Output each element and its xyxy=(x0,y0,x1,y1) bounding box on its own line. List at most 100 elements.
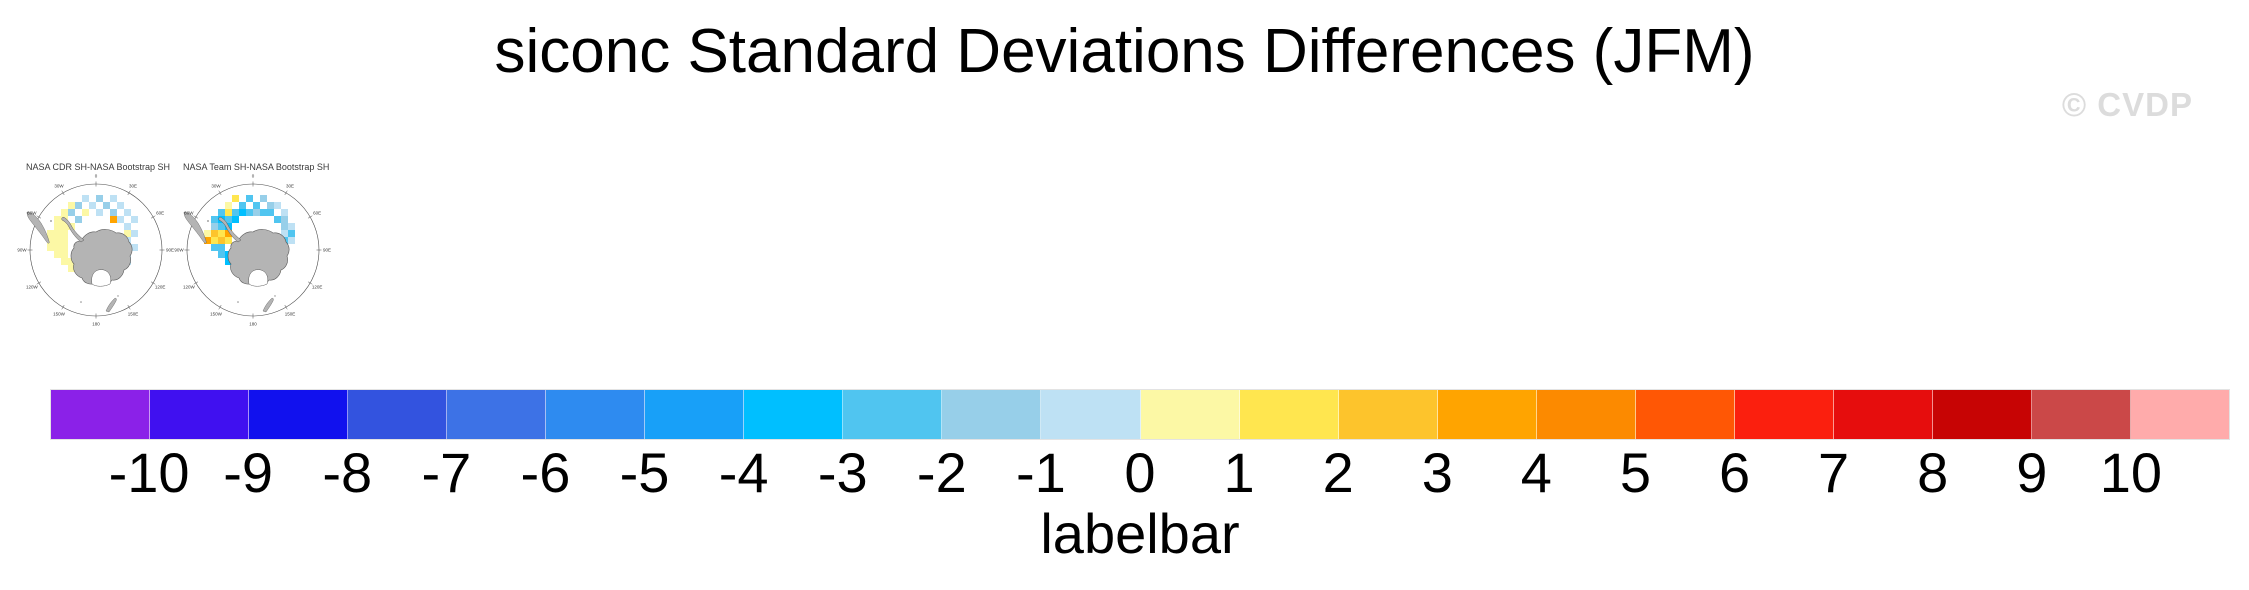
lon-label: 60E xyxy=(156,211,164,216)
grid-cell xyxy=(75,216,82,223)
antarctica-landmass xyxy=(218,216,290,287)
labelbar-box xyxy=(1734,390,1834,439)
grid-cell xyxy=(61,223,68,230)
lon-tick xyxy=(218,304,222,310)
lon-tick xyxy=(150,215,156,219)
grid-cell xyxy=(253,209,260,216)
labelbar-tick-label: 5 xyxy=(1619,441,1652,504)
grid-cell xyxy=(54,230,61,237)
labelbar-box xyxy=(942,390,1042,439)
grid-cell xyxy=(110,216,117,223)
lon-label: 60W xyxy=(27,211,37,216)
grid-cell xyxy=(47,244,54,251)
labelbar-box xyxy=(1437,390,1537,439)
labelbar-box xyxy=(1041,390,1141,439)
labelbar-tick-label: -2 xyxy=(916,441,967,504)
grid-cell xyxy=(218,237,225,244)
labelbar-tick-label: 9 xyxy=(2016,441,2048,504)
lon-tick xyxy=(218,190,222,196)
grid-cell xyxy=(211,216,218,223)
grid-cell xyxy=(218,223,225,230)
grid-cell xyxy=(131,244,138,251)
lon-label: 60W xyxy=(184,211,194,216)
grid-cell xyxy=(61,237,68,244)
grid-cell xyxy=(82,195,89,202)
polar-map-nasa-team: 0 30E 60E 90E 120E 150E 180 150W 120W 90W 60W 30W xyxy=(174,174,331,327)
grid-cell xyxy=(54,237,61,244)
lon-tick xyxy=(193,215,199,219)
labelbar-tick-label: -6 xyxy=(520,441,571,504)
lon-label: 180 xyxy=(92,322,100,327)
grid-cell xyxy=(47,237,54,244)
grid-cell xyxy=(239,209,246,216)
grid-cell xyxy=(274,216,281,223)
grid-cell xyxy=(225,258,232,265)
lon-label: 120W xyxy=(183,285,196,290)
grid-cell xyxy=(281,223,288,230)
labelbar-tick-label: -8 xyxy=(322,441,373,504)
grid-cell xyxy=(232,209,239,216)
grid-cell xyxy=(288,230,295,237)
lon-label: 30W xyxy=(54,183,64,188)
labelbar-tick-label: 6 xyxy=(1718,441,1751,504)
grid-cell xyxy=(61,230,68,237)
labelbar-tick-label: -3 xyxy=(817,441,868,504)
grid-cell xyxy=(232,195,239,202)
grid-cell xyxy=(82,209,89,216)
grid-cell xyxy=(54,223,61,230)
grid-cell xyxy=(225,230,232,237)
grid-cell xyxy=(225,216,232,223)
labelbar-tick-label: 8 xyxy=(1917,441,1949,504)
page-title: siconc Standard Deviations Differences (… xyxy=(494,17,1755,86)
grid-cell xyxy=(274,202,281,209)
labelbar-box xyxy=(1239,390,1339,439)
labelbar-tick-label: 1 xyxy=(1223,441,1255,504)
labelbar-tick-label: 7 xyxy=(1818,441,1850,504)
labelbar-box xyxy=(1833,390,1933,439)
labelbar-tick-label: 3 xyxy=(1421,441,1453,504)
lon-label: 150E xyxy=(285,312,296,317)
grid-cell xyxy=(232,216,239,223)
grid-cell xyxy=(47,230,54,237)
lon-tick xyxy=(284,304,288,310)
lon-tick xyxy=(150,281,156,285)
lon-label: 180 xyxy=(249,322,257,327)
cvdp-watermark: © CVDP xyxy=(2061,86,2193,123)
labelbar-box xyxy=(1338,390,1438,439)
antarctic-peninsula xyxy=(218,216,242,243)
grid-cell xyxy=(54,244,61,251)
labelbar-box xyxy=(1140,390,1240,439)
labelbar-box xyxy=(645,390,745,439)
grid-cell xyxy=(124,223,131,230)
labelbar-tick-label: -10 xyxy=(108,441,190,504)
lon-label: 150E xyxy=(128,312,139,317)
grid-cell xyxy=(218,251,225,258)
lon-label: 0 xyxy=(95,174,98,179)
grid-cell xyxy=(211,244,218,251)
labelbar-tick-label: 0 xyxy=(1124,441,1156,504)
labelbar-box xyxy=(51,390,151,439)
grid-cell xyxy=(246,195,253,202)
labelbar-caption: labelbar xyxy=(1040,502,1240,565)
grid-cell xyxy=(110,195,117,202)
lon-tick xyxy=(36,281,42,285)
lon-label: 150W xyxy=(53,312,66,317)
grid-cell xyxy=(218,209,225,216)
labelbar-box xyxy=(1932,390,2032,439)
grid-cell xyxy=(124,230,131,237)
ross-sea-notch xyxy=(248,269,268,287)
south-america-tip xyxy=(183,211,209,244)
grid-cell xyxy=(68,202,75,209)
grid-cell xyxy=(96,209,103,216)
grid-cell xyxy=(211,223,218,230)
grid-cell xyxy=(61,209,68,216)
grid-cell xyxy=(204,237,211,244)
labelbar-box xyxy=(1536,390,1636,439)
lon-tick xyxy=(127,304,131,310)
grid-cell xyxy=(89,202,96,209)
grid-cell xyxy=(75,202,82,209)
labelbar-box xyxy=(1635,390,1735,439)
labelbar-tick-label: 10 xyxy=(2099,441,2163,504)
lon-label: 60E xyxy=(313,211,321,216)
antarctic-peninsula xyxy=(61,216,85,243)
